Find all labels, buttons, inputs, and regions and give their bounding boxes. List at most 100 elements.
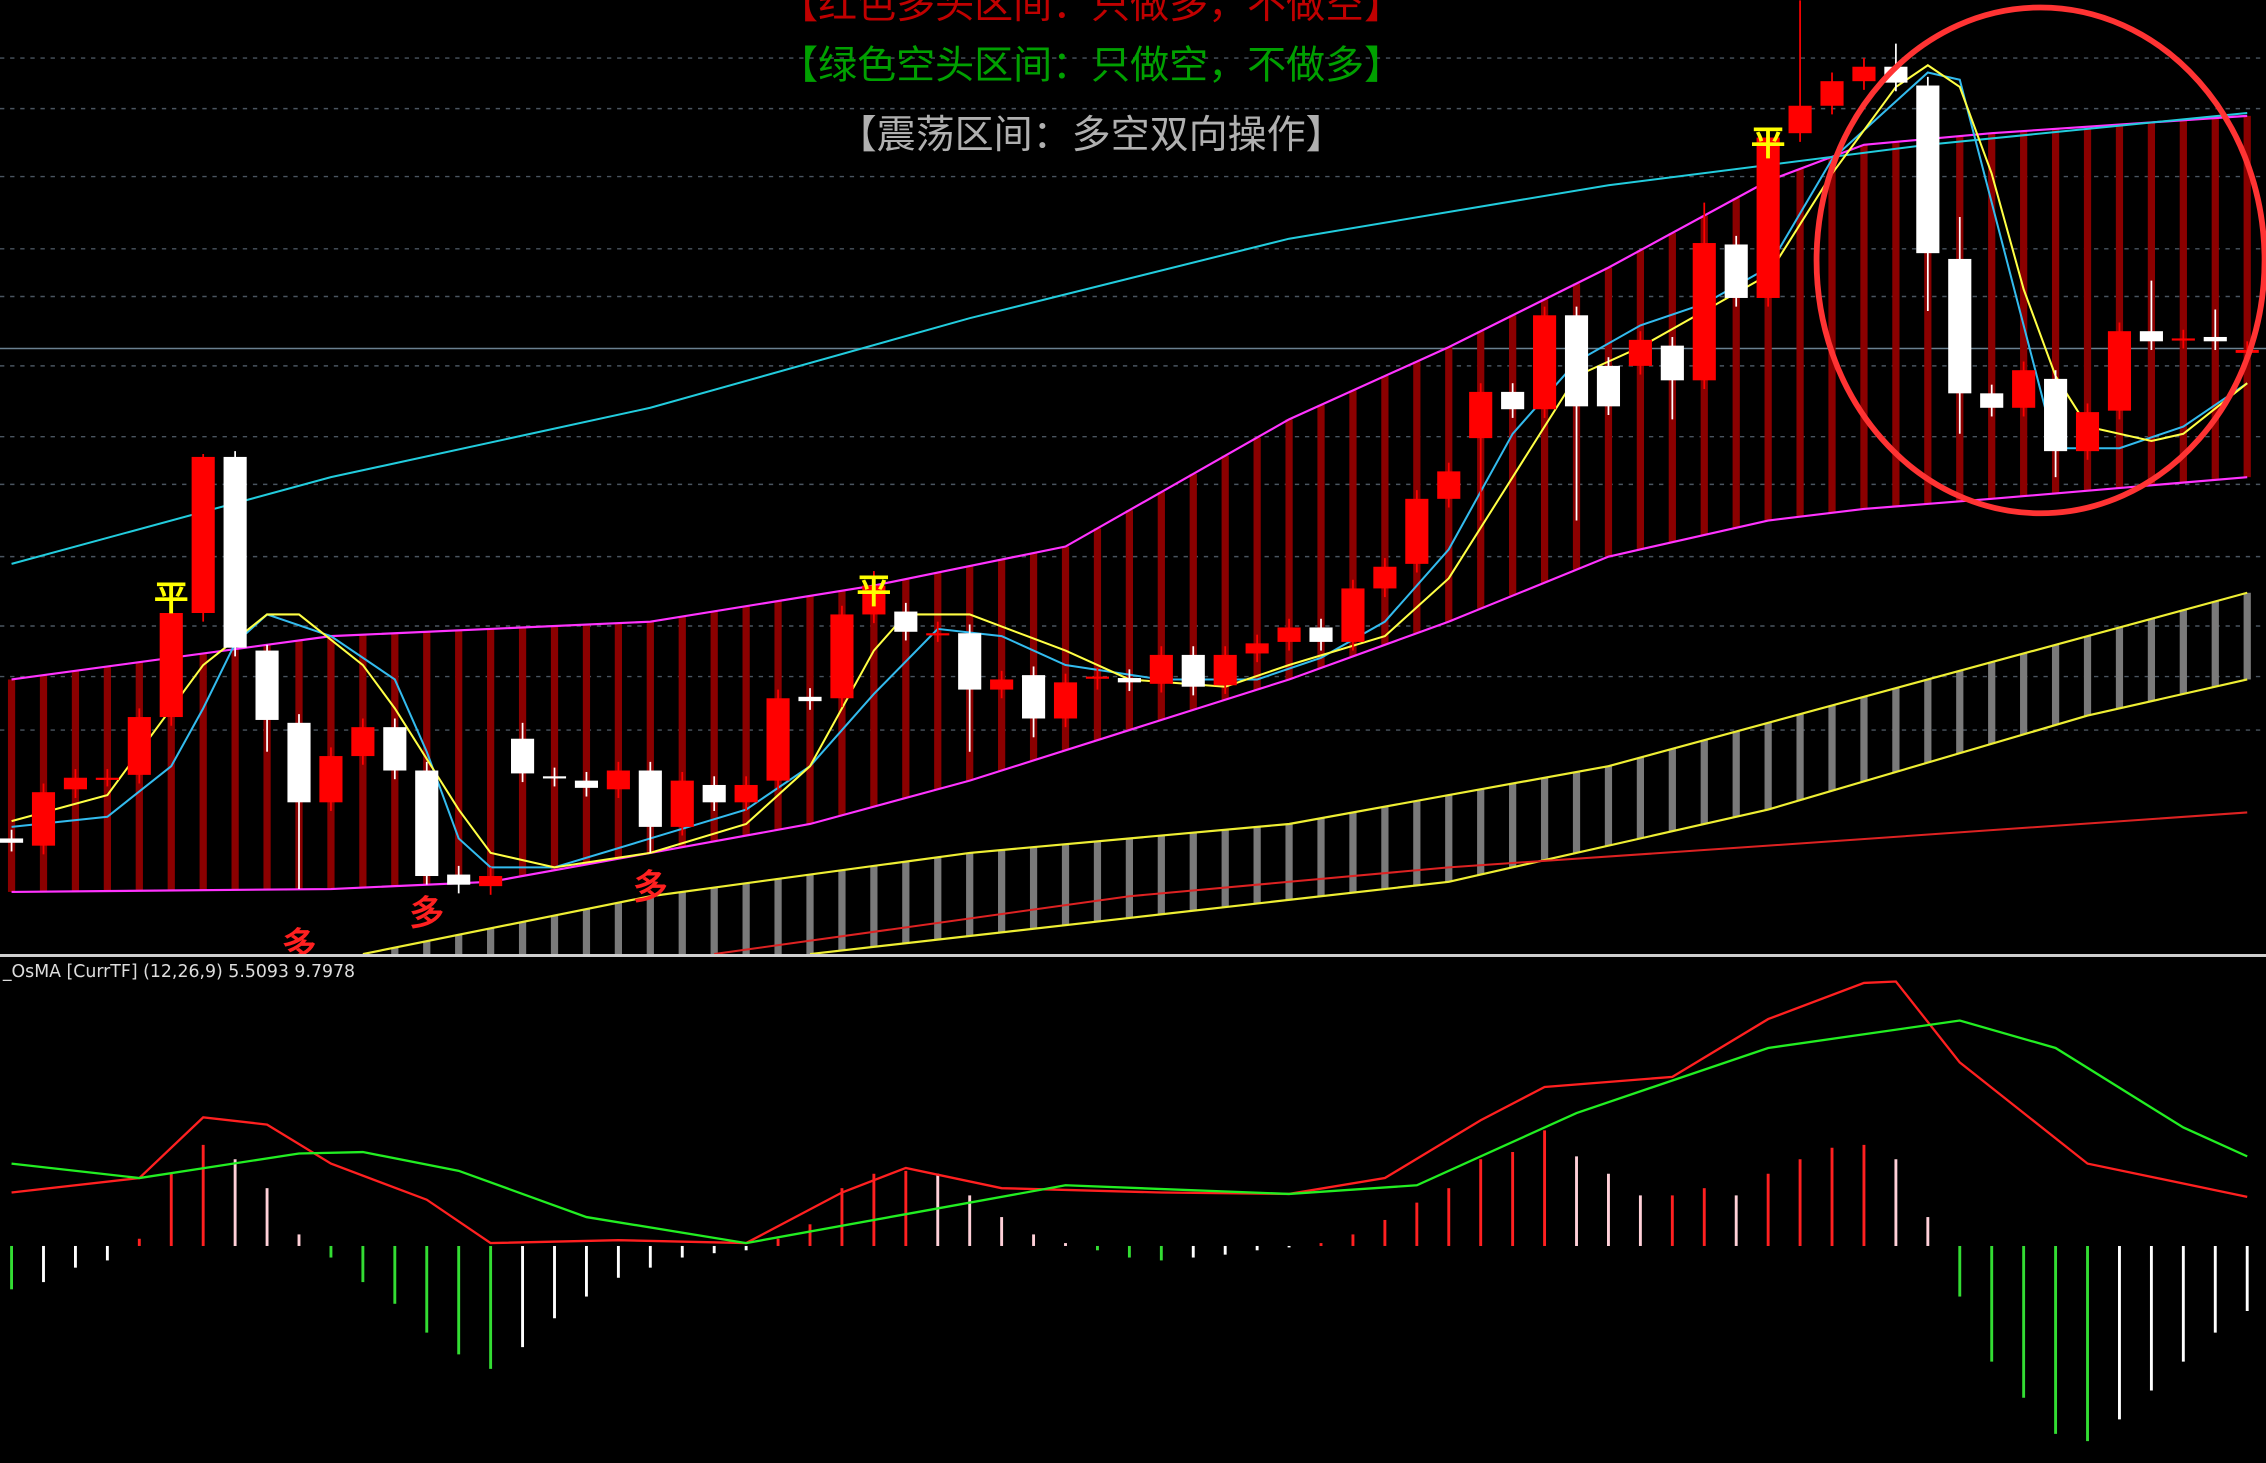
candle-body: [1724, 244, 1748, 298]
moving-average: [11, 71, 2248, 869]
channel-bar: [1189, 473, 1197, 710]
band-bar: [1413, 800, 1421, 886]
candle-body: [1692, 243, 1716, 381]
channel-bar: [167, 657, 175, 891]
band-bar: [1860, 696, 1868, 782]
candle-body: [287, 722, 311, 803]
channel-bar: [2243, 115, 2251, 478]
channel-bar: [1221, 455, 1229, 700]
channel-bar: [1828, 156, 1836, 513]
band-bar: [391, 947, 399, 955]
candle-body: [606, 770, 630, 790]
channel-bar: [1029, 553, 1038, 761]
channel-bar: [1732, 198, 1740, 528]
candle-body: [511, 738, 535, 774]
band-bar: [423, 941, 431, 955]
candle-body: [1117, 678, 1141, 683]
band-bar: [774, 878, 782, 955]
band-bar: [1125, 838, 1133, 918]
candle-body: [31, 792, 56, 846]
band-bar: [2020, 653, 2028, 735]
band-bar: [550, 915, 559, 955]
band-bar: [2083, 636, 2092, 716]
candle-body: [2139, 331, 2163, 342]
channel-bar: [1540, 299, 1549, 583]
candle-body: [1916, 85, 1940, 254]
band-bar: [1253, 826, 1261, 904]
candle-body: [1373, 566, 1397, 589]
band-bar: [1381, 806, 1389, 890]
candle-body: [351, 727, 375, 757]
candle-body: [1213, 654, 1237, 686]
candle-body: [638, 770, 662, 827]
band-bar: [1700, 740, 1708, 824]
channel-bar: [998, 559, 1006, 771]
candle-body: [383, 727, 407, 771]
candle-body: [0, 838, 24, 843]
band-bar: [998, 850, 1006, 933]
osma-line: [11, 980, 2248, 1245]
candle-body: [2012, 370, 2036, 408]
channel-bar: [1860, 144, 1868, 509]
candle-body: [1564, 315, 1589, 407]
candle-body: [95, 777, 119, 780]
band-bar: [870, 865, 878, 947]
band-line: [362, 591, 2248, 955]
channel-bar: [1796, 168, 1804, 517]
band-bar: [1668, 748, 1676, 832]
band-bar: [1636, 757, 1645, 839]
moving-average: [11, 111, 2248, 565]
candle-body: [1085, 676, 1110, 679]
candle-body: [479, 876, 503, 887]
channel-bar: [1764, 180, 1772, 521]
zone-annotation: 【红色多头区间：只做多，不做空】: [779, 0, 1403, 28]
band-bar: [1157, 835, 1165, 915]
candle-body: [926, 633, 950, 636]
indicator-label: _OsMA [CurrTF] (12,26,9) 5.5093 9.7978: [2, 962, 355, 982]
band-bar: [966, 852, 974, 936]
candle-body: [670, 780, 694, 827]
candle-body: [990, 679, 1014, 690]
channel-bar: [1157, 492, 1165, 720]
band-bar: [1956, 670, 1964, 754]
candle-body: [159, 612, 183, 718]
band-bar: [1189, 832, 1197, 911]
band-bar: [1221, 829, 1229, 908]
band-bar: [2147, 618, 2156, 702]
band-bar: [1093, 841, 1102, 922]
candle-body: [2107, 331, 2132, 411]
channel-bar: [1988, 133, 1996, 499]
candle-body: [1149, 654, 1173, 684]
highlight-circle: [1813, 4, 2266, 517]
band-bar: [455, 934, 463, 955]
signal-marker: 平: [857, 572, 892, 612]
candle-body: [2044, 378, 2068, 452]
channel-bar: [902, 579, 910, 798]
band-bar: [1892, 688, 1900, 772]
candle-body: [1852, 66, 1876, 82]
candle-body: [1628, 339, 1652, 366]
channel-bar: [806, 595, 814, 824]
band-bar: [710, 887, 718, 955]
band-bar: [1285, 823, 1293, 900]
candle-body: [862, 585, 886, 615]
candle-body: [798, 696, 822, 702]
signal-marker: 平: [1751, 124, 1786, 164]
band-bar: [742, 883, 750, 955]
band-bar: [1509, 783, 1517, 868]
band-bar: [1796, 714, 1804, 801]
channel-bar: [2083, 126, 2092, 491]
band-bar: [1604, 766, 1613, 846]
band-bar: [1988, 662, 1996, 744]
band-bar: [678, 891, 686, 955]
band-bar: [1828, 705, 1836, 791]
channel-bar: [1125, 510, 1133, 731]
candle-body: [1309, 627, 1333, 642]
band-bar: [582, 909, 591, 955]
band-bar: [646, 896, 654, 955]
candle-body: [1948, 258, 1972, 394]
channel-bar: [487, 628, 495, 882]
channel-bar: [678, 616, 686, 848]
signal-marker: 多: [633, 868, 668, 908]
